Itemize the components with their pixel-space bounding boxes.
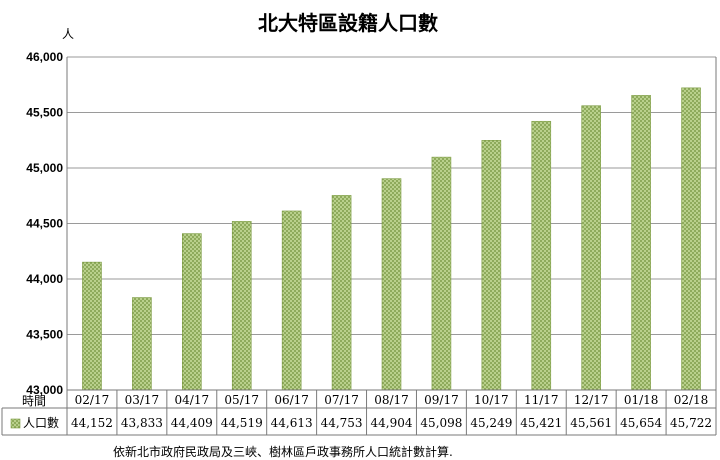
- x-category-label: 11/17: [524, 393, 559, 407]
- x-category-label: 07/17: [324, 393, 359, 407]
- y-axis-unit: 人: [62, 27, 74, 41]
- table-value: 45,561: [570, 416, 612, 430]
- y-tick-label: 43,500: [26, 328, 63, 342]
- table-value: 44,409: [171, 416, 213, 430]
- y-tick-label: 44,500: [26, 217, 63, 231]
- table-value: 45,722: [670, 416, 712, 430]
- bar-02/18: [681, 87, 701, 391]
- x-category-label: 12/17: [574, 393, 609, 407]
- x-category-label: 03/17: [125, 393, 160, 407]
- y-tick-label: 43,000: [26, 383, 63, 397]
- x-category-label: 02/18: [674, 393, 709, 407]
- x-category-label: 09/17: [424, 393, 459, 407]
- bar-07/17: [331, 195, 352, 391]
- bar-03/17: [132, 297, 152, 391]
- x-category-label: 04/17: [175, 393, 210, 407]
- bar-11/17: [531, 120, 552, 391]
- source-note: 依新北市政府民政局及三峽、樹林區戶政事務所人口統計數計算.: [113, 444, 453, 459]
- bar-06/17: [281, 210, 302, 391]
- bar-01/18: [631, 95, 651, 391]
- x-category-label: 08/17: [374, 393, 409, 407]
- table-value: 45,654: [620, 416, 662, 430]
- x-category-label: 05/17: [224, 393, 259, 407]
- bar-05/17: [231, 221, 252, 391]
- y-tick-label: 46,000: [26, 50, 63, 64]
- table-header-time: 時間: [22, 394, 46, 408]
- x-category-label: 06/17: [274, 393, 309, 407]
- table-value: 44,613: [271, 416, 313, 430]
- bar-08/17: [381, 178, 402, 391]
- table-value: 44,753: [321, 416, 363, 430]
- bar-09/17: [431, 156, 452, 391]
- table-value: 44,904: [371, 416, 413, 430]
- table-value: 44,519: [221, 416, 263, 430]
- x-category-label: 02/17: [75, 393, 110, 407]
- y-tick-labels: 43,000 43,500 44,000 44,500 45,000 45,500 46,0…: [26, 50, 63, 397]
- bar-12/17: [581, 105, 601, 391]
- x-category-label: 01/18: [624, 393, 659, 407]
- table-value: 44,152: [71, 416, 113, 430]
- bar-02/17: [82, 261, 102, 391]
- table-value: 45,098: [420, 416, 462, 430]
- chart-title: 北大特區設籍人口數: [258, 11, 438, 35]
- bar-04/17: [182, 233, 202, 391]
- table-value: 43,833: [121, 416, 163, 430]
- table-value: 45,421: [520, 416, 562, 430]
- y-tick-label: 44,000: [26, 272, 63, 286]
- y-tick-label: 45,000: [26, 161, 63, 175]
- bar-10/17: [481, 140, 502, 391]
- legend-series-name: 人口數: [23, 416, 59, 430]
- table-value: 45,249: [470, 416, 512, 430]
- x-category-label: 10/17: [474, 393, 509, 407]
- bars: [82, 87, 701, 391]
- legend-swatch: [10, 418, 21, 429]
- y-tick-label: 45,500: [26, 106, 63, 120]
